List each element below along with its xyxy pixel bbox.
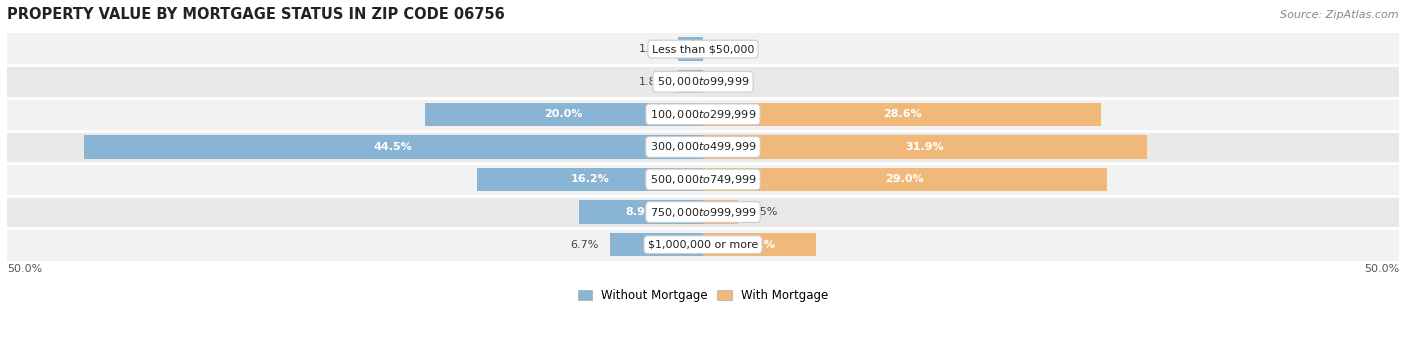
Bar [7, 196, 1399, 228]
Text: 31.9%: 31.9% [905, 142, 945, 152]
Text: PROPERTY VALUE BY MORTGAGE STATUS IN ZIP CODE 06756: PROPERTY VALUE BY MORTGAGE STATUS IN ZIP… [7, 7, 505, 22]
Bar [7, 131, 1399, 163]
Bar [703, 168, 1107, 191]
Text: $50,000 to $99,999: $50,000 to $99,999 [657, 75, 749, 88]
Text: 1.8%: 1.8% [638, 44, 666, 54]
Bar [7, 33, 1399, 65]
Bar [703, 135, 1147, 159]
Text: 8.1%: 8.1% [744, 240, 775, 250]
Text: 28.6%: 28.6% [883, 109, 921, 119]
Text: $100,000 to $299,999: $100,000 to $299,999 [650, 108, 756, 121]
Bar [678, 70, 703, 94]
Legend: Without Mortgage, With Mortgage: Without Mortgage, With Mortgage [574, 285, 832, 305]
Text: 50.0%: 50.0% [1364, 264, 1399, 274]
Text: 44.5%: 44.5% [374, 142, 412, 152]
Text: $1,000,000 or more: $1,000,000 or more [648, 240, 758, 250]
Text: Source: ZipAtlas.com: Source: ZipAtlas.com [1281, 10, 1399, 20]
Text: $500,000 to $749,999: $500,000 to $749,999 [650, 173, 756, 186]
Bar [7, 98, 1399, 131]
Text: 20.0%: 20.0% [544, 109, 583, 119]
Bar [703, 200, 738, 224]
Bar [7, 163, 1399, 196]
Bar [478, 168, 703, 191]
Text: $750,000 to $999,999: $750,000 to $999,999 [650, 206, 756, 219]
Bar [425, 103, 703, 126]
Bar [83, 135, 703, 159]
Bar [703, 103, 1101, 126]
Text: Less than $50,000: Less than $50,000 [652, 44, 754, 54]
Bar [7, 228, 1399, 261]
Text: 29.0%: 29.0% [886, 174, 924, 185]
Text: 6.7%: 6.7% [571, 240, 599, 250]
Bar [703, 233, 815, 256]
Bar [610, 233, 703, 256]
Bar [678, 37, 703, 61]
Bar [579, 200, 703, 224]
Text: 16.2%: 16.2% [571, 174, 610, 185]
Text: 50.0%: 50.0% [7, 264, 42, 274]
Bar [7, 65, 1399, 98]
Text: 8.9%: 8.9% [626, 207, 657, 217]
Text: $300,000 to $499,999: $300,000 to $499,999 [650, 140, 756, 153]
Text: 2.5%: 2.5% [749, 207, 778, 217]
Text: 1.8%: 1.8% [638, 77, 666, 87]
